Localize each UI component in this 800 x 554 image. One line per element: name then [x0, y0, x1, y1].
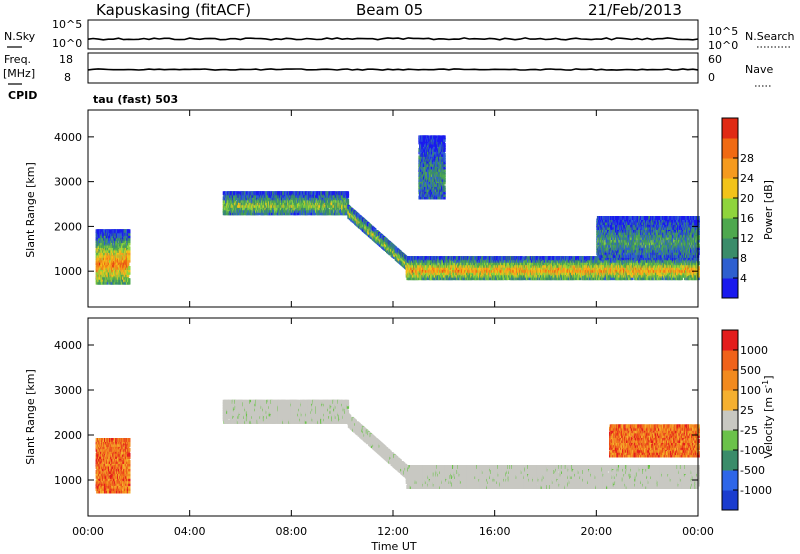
freq-unit-label: [MHz]: [3, 67, 35, 80]
noise-panel-frame: [88, 20, 698, 49]
cpid-label: CPID: [8, 89, 37, 102]
noise-ybottom-label: 10^0: [52, 37, 82, 50]
heatmap-cell: [347, 199, 349, 203]
noise-left-label: N.Sky: [4, 30, 36, 43]
freq-panel-frame: [88, 53, 698, 83]
noise-right-label: N.Search: [745, 30, 795, 43]
nave-ytop-label: 60: [708, 53, 722, 66]
heatmap-cell: [128, 246, 130, 250]
heatmap-cell: [128, 266, 130, 270]
station-title: Kapuskasing (fitACF): [96, 1, 251, 19]
heatmap-cell: [128, 229, 130, 233]
freq-ybottom-label: 8: [64, 71, 71, 84]
freq-left-label: Freq.: [4, 53, 31, 66]
heatmap-cell: [347, 191, 349, 195]
noise-y2bottom-label: 10^0: [708, 39, 738, 52]
nave-ybottom-label: 0: [708, 71, 715, 84]
noise-series-line: [88, 38, 698, 40]
freq-ytop-label: 18: [59, 53, 73, 66]
power-heatmap-cells: [96, 135, 700, 284]
noise-ytop-label: 10^5: [52, 18, 82, 31]
beam-title: Beam 05: [356, 1, 423, 19]
date-title: 21/Feb/2013: [588, 1, 682, 19]
noise-y2top-label: 10^5: [708, 25, 738, 38]
freq-series-line: [88, 69, 698, 70]
nave-label: Nave: [745, 63, 773, 76]
cpid-text: tau (fast) 503: [93, 93, 178, 106]
heatmap-cell: [128, 278, 130, 282]
